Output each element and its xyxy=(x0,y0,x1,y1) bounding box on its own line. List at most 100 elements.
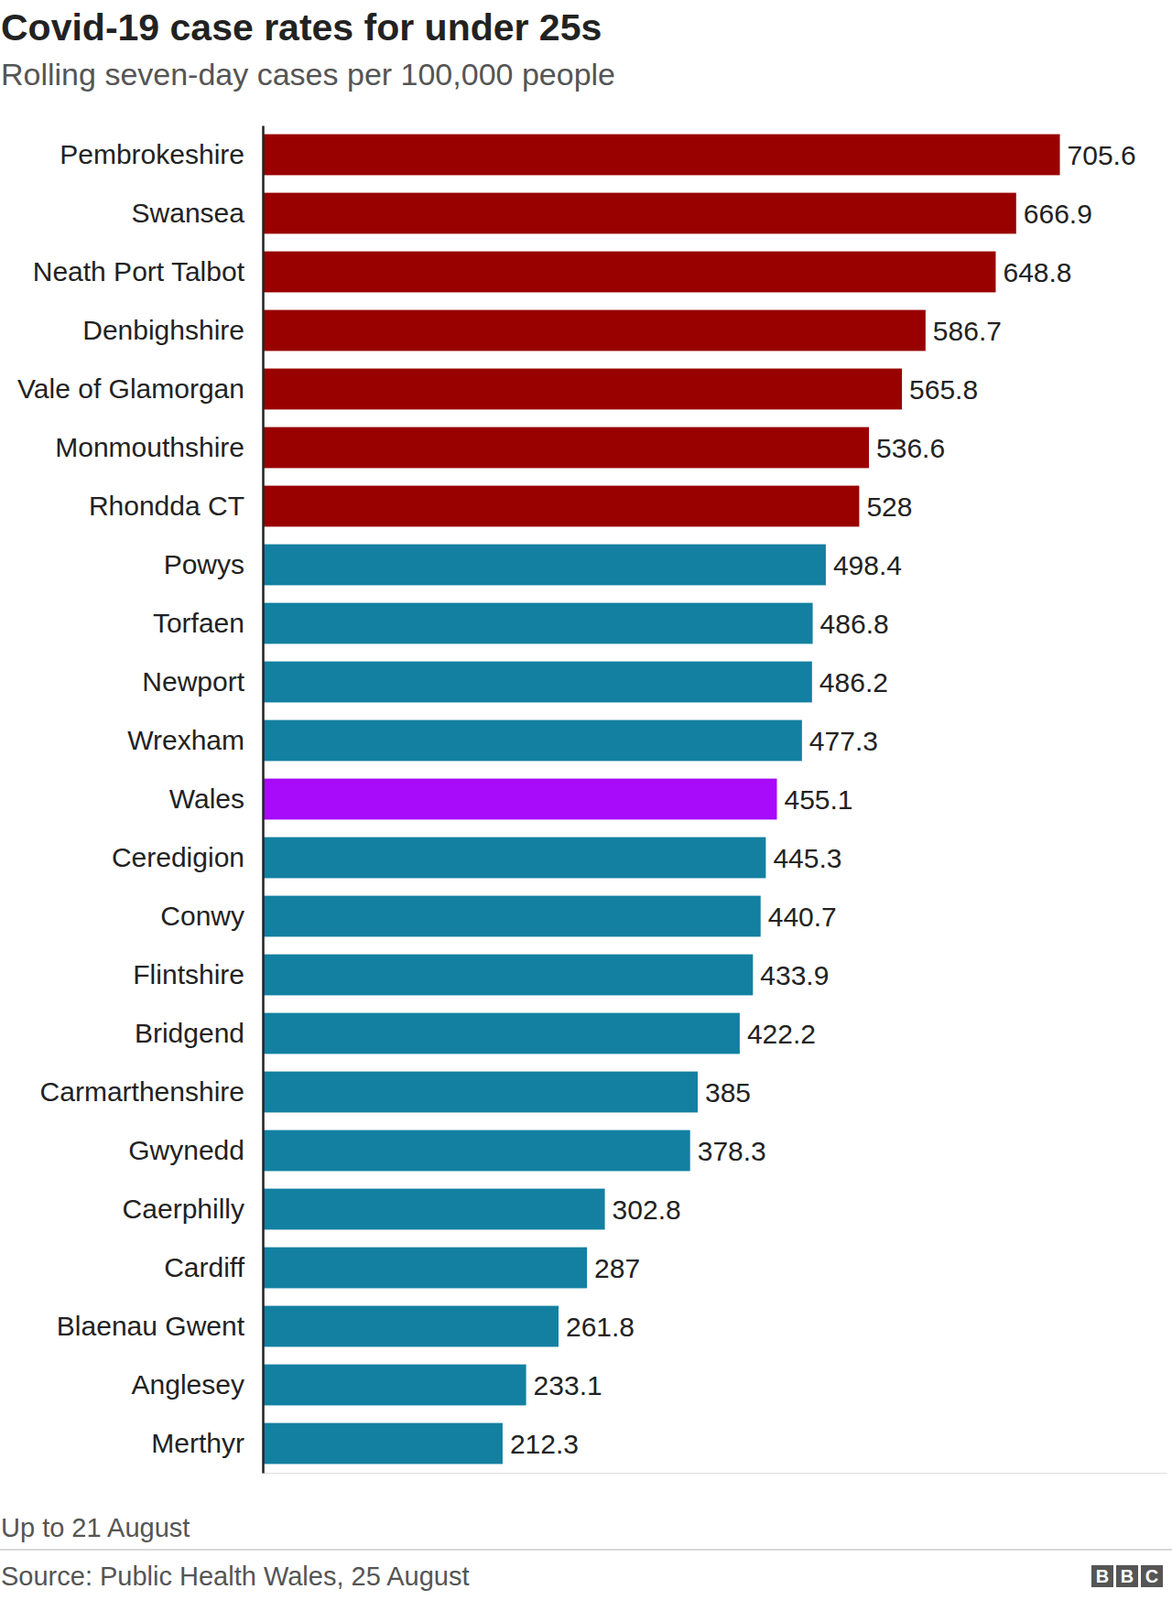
y-tick-label: Caerphilly xyxy=(122,1193,245,1225)
y-tick: Cardiff xyxy=(163,1252,263,1283)
bar xyxy=(262,1013,740,1055)
data-label: 528 xyxy=(866,491,912,522)
y-tick: Merthyr xyxy=(151,1428,263,1459)
bar xyxy=(262,368,902,411)
y-tick: Ceredigion xyxy=(111,842,263,873)
y-tick: Vale of Glamorgan xyxy=(17,373,263,404)
bar xyxy=(262,1247,587,1290)
y-tick: Gwynedd xyxy=(128,1135,263,1166)
data-label: 586.7 xyxy=(933,315,1002,347)
data-label: 498.4 xyxy=(833,550,902,581)
data-label: 536.6 xyxy=(876,433,945,464)
y-tick-label: Monmouthshire xyxy=(54,432,245,463)
y-tick-label: Denbighshire xyxy=(82,314,245,346)
bar xyxy=(262,1365,527,1407)
bar xyxy=(262,134,1061,176)
y-tick: Powys xyxy=(163,549,263,580)
bar xyxy=(262,310,926,352)
data-label: 648.8 xyxy=(1002,257,1072,288)
y-tick: Conwy xyxy=(160,900,263,932)
y-tick-label: Conwy xyxy=(160,900,245,932)
bar xyxy=(262,603,814,645)
x-axis xyxy=(263,1473,1168,1475)
data-label: 445.3 xyxy=(772,843,842,874)
logo-box xyxy=(1140,1565,1163,1588)
bar xyxy=(262,1423,503,1465)
data-label: 302.8 xyxy=(612,1194,682,1226)
y-tick: Wrexham xyxy=(127,725,263,756)
logo: BBC xyxy=(1091,1565,1163,1588)
title: Covid-19 case rates for under 25s xyxy=(0,6,602,49)
data-label: 378.3 xyxy=(697,1136,767,1167)
bar xyxy=(262,251,996,293)
y-tick-label: Neath Port Talbot xyxy=(32,256,246,287)
y-tick-label: Ceredigion xyxy=(111,842,245,873)
y-tick: Newport xyxy=(141,666,263,697)
bar xyxy=(262,1130,691,1172)
bar xyxy=(262,779,777,821)
y-tick: Caerphilly xyxy=(122,1193,263,1225)
data-label: 261.8 xyxy=(565,1312,635,1343)
y-tick: Neath Port Talbot xyxy=(32,256,263,287)
y-tick-label: Swansea xyxy=(131,197,246,228)
y-tick-label: Pembrokeshire xyxy=(59,139,245,170)
bar xyxy=(262,720,803,762)
y-tick: Wales xyxy=(169,783,263,814)
y-tick-label: Newport xyxy=(141,666,245,697)
data-labels: 705.6666.9648.8586.7565.8536.6528498.448… xyxy=(510,140,1137,1460)
bar xyxy=(262,896,761,938)
bar xyxy=(262,427,869,469)
y-tick-label: Wrexham xyxy=(127,725,245,756)
bar xyxy=(262,1306,559,1348)
y-tick: Denbighshire xyxy=(82,314,263,346)
y-tick-label: Cardiff xyxy=(163,1252,245,1283)
data-label: 433.9 xyxy=(759,960,829,991)
y-axis: Pembrokeshire Swansea Neath Port Talbot Den… xyxy=(17,126,263,1475)
y-tick: Blaenau Gwent xyxy=(56,1311,263,1342)
data-label: 233.1 xyxy=(533,1370,603,1401)
y-tick-label: Carmarthenshire xyxy=(40,1076,245,1107)
data-label: 385 xyxy=(705,1077,751,1108)
y-tick: Carmarthenshire xyxy=(40,1076,263,1107)
y-tick-label: Powys xyxy=(163,549,245,580)
y-tick-label: Blaenau Gwent xyxy=(56,1311,246,1342)
y-tick: Anglesey xyxy=(131,1369,263,1400)
bar xyxy=(262,544,826,586)
data-label: 440.7 xyxy=(768,901,837,933)
data-label: 455.1 xyxy=(783,784,853,815)
bar xyxy=(262,193,1017,235)
data-label: 212.3 xyxy=(510,1429,579,1460)
bar xyxy=(262,1072,698,1114)
y-tick: Pembrokeshire xyxy=(59,139,263,170)
bar xyxy=(262,486,859,528)
y-tick-label: Rhondda CT xyxy=(88,490,245,521)
y-tick-label: Wales xyxy=(169,783,245,814)
data-label: 477.3 xyxy=(809,726,879,757)
y-tick: Flintshire xyxy=(132,959,263,990)
y-tick-label: Bridgend xyxy=(134,1018,245,1049)
y-tick-label: Torfaen xyxy=(152,607,245,639)
logo-box xyxy=(1091,1565,1114,1588)
bar xyxy=(262,661,813,704)
y-tick: Torfaen xyxy=(152,607,263,639)
data-label: 422.2 xyxy=(747,1019,816,1050)
y-tick-label: Flintshire xyxy=(132,959,245,990)
x-axis-line xyxy=(263,1473,1168,1475)
y-tick: Bridgend xyxy=(134,1018,263,1049)
y-tick-label: Gwynedd xyxy=(128,1135,245,1166)
note: Up to 21 August xyxy=(0,1513,190,1543)
data-label: 486.8 xyxy=(820,608,890,640)
y-tick: Swansea xyxy=(131,197,263,228)
data-label: 287 xyxy=(594,1253,641,1284)
y-tick: Rhondda CT xyxy=(88,490,263,521)
bar xyxy=(262,1189,606,1231)
bars xyxy=(262,134,1061,1465)
footer-divider xyxy=(0,1549,1172,1552)
y-tick-label: Merthyr xyxy=(151,1428,245,1459)
subtitle: Rolling seven-day cases per 100,000 peop… xyxy=(0,56,616,92)
source: Source: Public Health Wales, 25 August xyxy=(0,1562,470,1592)
y-tick-label: Anglesey xyxy=(131,1369,245,1400)
data-label: 565.8 xyxy=(909,374,978,405)
bar xyxy=(262,954,753,997)
data-label: 486.2 xyxy=(819,667,889,698)
